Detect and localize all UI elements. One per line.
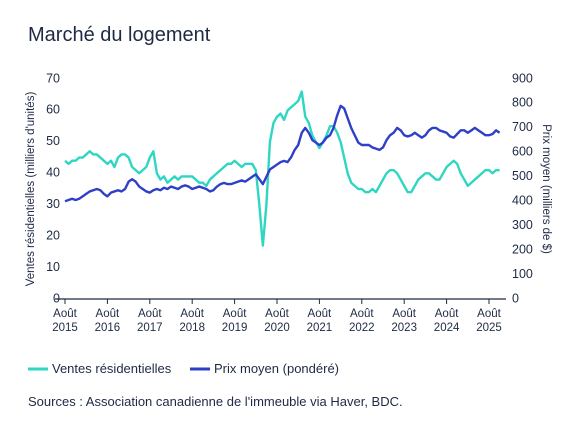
x-tick-label: Août 2016 bbox=[94, 308, 121, 334]
x-tick-label: Août 2015 bbox=[52, 308, 78, 334]
y-tick-label: 50 bbox=[46, 134, 60, 148]
legend-label: Prix moyen (pondéré) bbox=[214, 361, 339, 376]
y2-tick-label: 200 bbox=[512, 242, 533, 256]
series-line bbox=[64, 104, 501, 203]
x-tick-label: Août 2019 bbox=[221, 308, 248, 334]
x-tick-label: Août 2020 bbox=[264, 308, 290, 334]
y2-tick-label: 100 bbox=[512, 267, 533, 281]
x-tick-label: Août 2024 bbox=[433, 308, 460, 334]
source: Sources : Association canadienne de l'im… bbox=[28, 394, 403, 409]
y2-tick-label: 800 bbox=[512, 96, 533, 110]
x-tick-label: Août 2017 bbox=[137, 308, 163, 334]
y-tick-label: 30 bbox=[46, 197, 60, 211]
y-tick-label: 60 bbox=[46, 103, 60, 117]
y-tick-label: 10 bbox=[46, 260, 60, 274]
x-tick-label: Août 2025 bbox=[476, 308, 502, 334]
y-tick-label: 0 bbox=[53, 291, 60, 305]
y2-tick-label: 300 bbox=[512, 218, 533, 232]
x-tick-label: Août 2022 bbox=[349, 308, 375, 334]
y-tick-label: 20 bbox=[46, 228, 60, 242]
y2-tick-label: 600 bbox=[512, 145, 533, 159]
x-tick-label: Août 2023 bbox=[391, 308, 417, 334]
y-axis-label: Ventes résidentielles (milliers d'unités… bbox=[25, 92, 37, 287]
y2-tick-label: 0 bbox=[512, 291, 519, 305]
series-line bbox=[64, 90, 500, 247]
x-tick-label: Août 2021 bbox=[306, 308, 333, 334]
y2-tick-label: 400 bbox=[512, 194, 533, 208]
y2-tick-label: 700 bbox=[512, 120, 533, 134]
y2-tick-label: 900 bbox=[512, 71, 533, 85]
y-tick-label: 40 bbox=[46, 166, 60, 180]
y-tick-label: 70 bbox=[46, 71, 60, 85]
x-tick-label: Août 2018 bbox=[179, 308, 205, 334]
y2-tick-label: 500 bbox=[512, 169, 533, 183]
y2-axis-label: Prix moyen (milliers de $) bbox=[540, 124, 552, 254]
legend-label: Ventes résidentielles bbox=[52, 361, 172, 376]
chart-title: Marché du logement bbox=[28, 24, 211, 46]
